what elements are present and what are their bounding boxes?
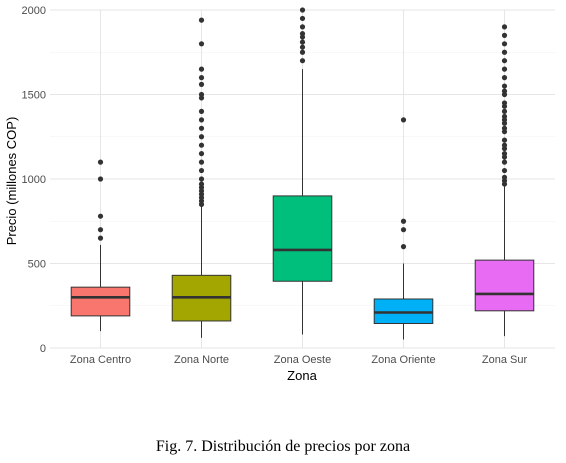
x-tick-labels: Zona Centro Zona Norte Zona Oeste Zona Orie… — [70, 354, 528, 366]
outlier-point — [501, 125, 508, 131]
y-tick-labels: 0 500 1000 1500 2000 — [22, 5, 46, 355]
outlier-point — [299, 44, 306, 50]
outlier-point — [198, 176, 205, 182]
outlier-point — [198, 75, 205, 81]
outlier-point — [198, 108, 205, 114]
outlier-point — [198, 41, 205, 47]
outlier-point — [501, 49, 508, 55]
y-tick-label: 500 — [28, 259, 46, 271]
box-body — [70, 286, 131, 317]
outlier-point — [299, 58, 306, 64]
x-tick-label: Zona Centro — [70, 354, 131, 366]
x-tick-label: Zona Oriente — [371, 354, 435, 366]
boxes-group — [70, 7, 535, 340]
outlier-point — [501, 75, 508, 81]
outlier-point — [198, 91, 205, 98]
box-zona-norte — [171, 17, 232, 338]
outlier-point — [400, 244, 407, 250]
box-zona-oriente — [373, 117, 434, 340]
outlier-point — [501, 66, 508, 72]
y-axis-title: Precio (millones COP) — [4, 117, 19, 246]
outlier-point — [299, 39, 306, 45]
outlier-point — [400, 227, 407, 233]
outlier-point — [97, 227, 104, 233]
outlier-point — [501, 113, 508, 120]
outlier-point — [400, 117, 407, 123]
outlier-point — [501, 167, 508, 174]
outlier-point — [198, 167, 205, 174]
figure-caption: Fig. 7. Distribución de precios por zona — [155, 438, 411, 455]
outlier-point — [97, 159, 104, 165]
outlier-point — [198, 81, 205, 87]
outlier-point — [97, 213, 104, 219]
outlier-point — [501, 41, 508, 47]
x-tick-label: Zona Norte — [174, 354, 229, 366]
outlier-point — [198, 181, 205, 187]
outlier-point — [501, 32, 508, 38]
outlier-point — [501, 83, 508, 89]
outlier-point — [97, 235, 104, 241]
outlier-point — [501, 151, 508, 157]
outlier-point — [501, 24, 508, 30]
y-tick-label: 1500 — [22, 90, 46, 102]
outlier-point — [400, 218, 407, 224]
outlier-point — [299, 31, 306, 37]
outlier-point — [501, 88, 508, 94]
outlier-point — [198, 159, 205, 165]
box-body — [272, 195, 333, 282]
box-zona-centro — [70, 159, 131, 332]
y-tick-label: 1000 — [22, 174, 46, 186]
y-tick-label: 2000 — [22, 5, 46, 17]
outlier-point — [501, 108, 508, 114]
outlier-point — [198, 142, 205, 148]
outlier-point — [501, 142, 508, 148]
outlier-point — [501, 137, 508, 143]
outlier-point — [299, 49, 306, 55]
outlier-point — [198, 117, 205, 123]
outlier-point — [501, 100, 508, 106]
outlier-point — [501, 174, 508, 180]
box-body — [474, 259, 535, 312]
y-tick-label: 0 — [40, 343, 46, 355]
outlier-point — [299, 15, 306, 22]
outlier-point — [97, 176, 104, 182]
x-tick-label: Zona Sur — [482, 354, 528, 366]
outlier-point — [198, 17, 205, 23]
outlier-point — [299, 24, 306, 30]
outlier-point — [198, 125, 205, 131]
outlier-point — [501, 159, 508, 165]
outlier-point — [501, 58, 508, 64]
outlier-point — [198, 151, 205, 157]
box-zona-sur — [474, 24, 535, 337]
x-axis-title: Zona — [287, 368, 317, 383]
box-zona-oeste — [272, 7, 333, 335]
outlier-point — [198, 66, 205, 72]
x-tick-label: Zona Oeste — [274, 354, 331, 366]
outlier-point — [198, 134, 205, 140]
outlier-point — [299, 7, 306, 13]
